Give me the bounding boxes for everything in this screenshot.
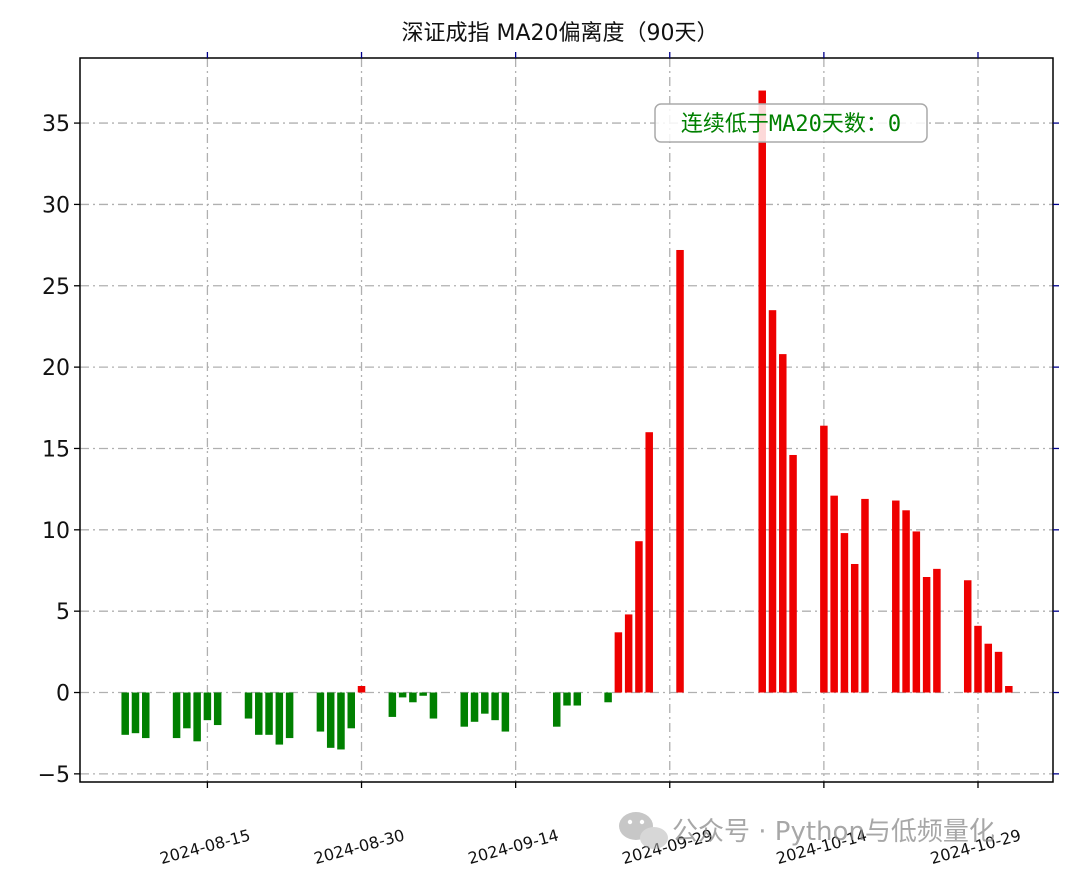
y-tick-label: 10 (42, 519, 70, 544)
bar (265, 692, 273, 735)
bar (820, 425, 828, 693)
bar (1005, 686, 1013, 693)
watermark: 公众号 · Python与低频量化 (619, 812, 995, 849)
bar (398, 692, 407, 698)
bar (491, 692, 499, 721)
bar (255, 692, 263, 735)
y-tick-label: 35 (42, 112, 70, 137)
y-tick-label: 25 (42, 275, 70, 300)
bar (326, 692, 335, 748)
bar (974, 625, 982, 693)
bar (337, 692, 345, 750)
bar (624, 614, 633, 693)
bar (183, 692, 191, 729)
y-tick-label: −5 (38, 763, 70, 788)
bar (172, 692, 181, 739)
bar (604, 692, 612, 703)
bar (963, 580, 972, 693)
bar (758, 90, 766, 693)
bar (419, 692, 427, 696)
bar (912, 531, 921, 693)
annotation-box: 连续低于MA20天数：0 (654, 103, 928, 143)
bar (429, 692, 438, 719)
bar (347, 692, 355, 729)
bar (285, 692, 294, 739)
y-tick-label: 30 (42, 193, 70, 218)
bar (922, 577, 931, 693)
bar (779, 354, 787, 693)
y-tick-label: 5 (56, 600, 70, 625)
bar (892, 500, 900, 693)
bar (994, 651, 1003, 693)
bar (552, 692, 561, 727)
bar (213, 692, 222, 726)
annotation-text: 连续低于MA20天数：0 (681, 112, 901, 137)
chart-title: 深证成指 MA20偏离度（90天） (401, 21, 718, 46)
plot-frame (79, 57, 1054, 783)
bar (357, 686, 366, 693)
bar (768, 310, 777, 693)
y-tick-label: 20 (42, 356, 70, 381)
bar (131, 692, 140, 734)
bar (850, 563, 859, 693)
bar (902, 510, 910, 693)
y-tick-label: 15 (42, 437, 70, 462)
bar (121, 692, 129, 735)
y-tick-label: 0 (56, 682, 70, 707)
bar (316, 692, 325, 732)
bar (142, 692, 150, 739)
bar (614, 632, 623, 693)
bar (676, 249, 684, 693)
bar (645, 432, 653, 693)
bar (470, 692, 479, 722)
bar (481, 692, 489, 714)
bar (563, 692, 571, 706)
watermark-text: 公众号 · Python与低频量化 (672, 817, 995, 847)
bar (861, 498, 869, 693)
bar (388, 692, 397, 717)
bar (840, 533, 849, 693)
bar (830, 495, 838, 693)
bar (244, 692, 253, 719)
bars (121, 90, 1013, 750)
bar (409, 692, 417, 703)
bar (933, 568, 941, 693)
bar (203, 692, 212, 721)
bar (789, 454, 797, 693)
bar (984, 643, 993, 693)
wechat-icon (619, 812, 668, 849)
bar (460, 692, 469, 727)
bar (573, 692, 582, 706)
annotation-frame (654, 103, 928, 143)
bar (275, 692, 284, 745)
bar (193, 692, 201, 742)
bar (501, 692, 510, 732)
bar (635, 541, 643, 693)
